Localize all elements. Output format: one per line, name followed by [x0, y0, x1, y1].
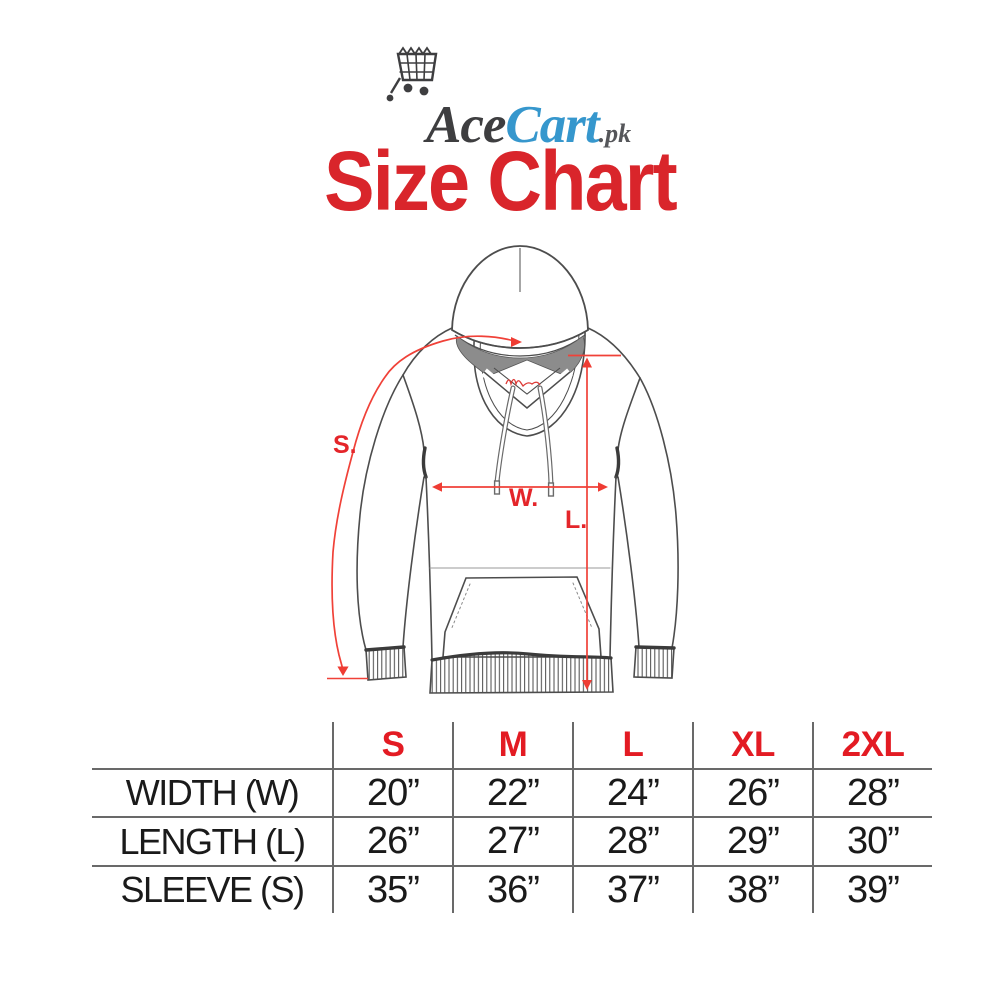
arrowhead — [582, 357, 592, 368]
sleeve-value-m: 36” — [452, 867, 572, 913]
brand-part-ace: Ace — [426, 96, 506, 154]
neck-brand-script-icon — [505, 378, 541, 388]
column-header-m: M — [452, 722, 572, 770]
hoodie-measurement-diagram: S. W. L. — [327, 245, 679, 694]
sleeve-value-xl: 38” — [692, 867, 812, 913]
width-measurement: W. — [432, 482, 608, 512]
length-measurement: L. — [565, 354, 621, 690]
column-header-2xl: 2XL — [812, 722, 932, 770]
brand-part-cart: Cart — [505, 96, 599, 154]
hood-interior — [455, 335, 585, 377]
length-value-l: 28” — [572, 818, 692, 867]
hood — [451, 245, 589, 414]
length-value-2xl: 30” — [812, 818, 932, 867]
drawstring-aglet — [547, 482, 555, 497]
hoodie-outline — [356, 327, 679, 694]
width-value-l: 24” — [572, 770, 692, 818]
width-value-2xl: 28” — [812, 770, 932, 818]
width-label: W. — [509, 484, 538, 512]
arrowhead — [337, 666, 349, 676]
row-label-width: WIDTH (W) — [92, 770, 332, 818]
column-header-xl: XL — [692, 722, 812, 770]
cart-wheel-dot — [419, 86, 429, 96]
length-label: L. — [565, 506, 587, 534]
page-title: Size Chart — [324, 134, 678, 228]
brand-suffix-pk: .pk — [598, 119, 632, 148]
width-value-xl: 26” — [692, 770, 812, 818]
brand-logo: AceCart.pk — [386, 44, 656, 152]
width-value-s: 20” — [332, 770, 452, 818]
row-label-length: LENGTH (L) — [92, 818, 332, 867]
cart-wheel-dot — [403, 83, 413, 93]
sleeve-value-2xl: 39” — [812, 867, 932, 913]
cart-wheel-dot — [386, 94, 394, 102]
arrowhead — [511, 337, 522, 347]
length-value-s: 26” — [332, 818, 452, 867]
table-corner-cell — [92, 722, 332, 770]
arrowhead — [432, 482, 442, 492]
sleeve-label: S. — [333, 431, 357, 459]
column-header-l: L — [572, 722, 692, 770]
column-header-s: S — [332, 722, 452, 770]
row-label-sleeve: SLEEVE (S) — [120, 869, 305, 910]
measurement-annotations: S. W. L. — [327, 335, 621, 690]
collar-v — [481, 367, 573, 414]
sleeve-measurement: S. — [327, 335, 522, 680]
brand-name: AceCart.pk — [426, 99, 631, 152]
width-value-m: 22” — [452, 770, 572, 818]
length-value-m: 27” — [452, 818, 572, 867]
arrowhead — [598, 482, 608, 492]
shopping-cart-icon — [386, 46, 438, 102]
arrowhead — [582, 680, 592, 690]
size-table: S M L XL 2XL WIDTH (W) 20” 22” 24” 26” 2… — [92, 722, 932, 913]
length-value-xl: 29” — [692, 818, 812, 867]
sleeve-value-l: 37” — [572, 867, 692, 913]
sleeve-value-s: 35” — [332, 867, 452, 913]
